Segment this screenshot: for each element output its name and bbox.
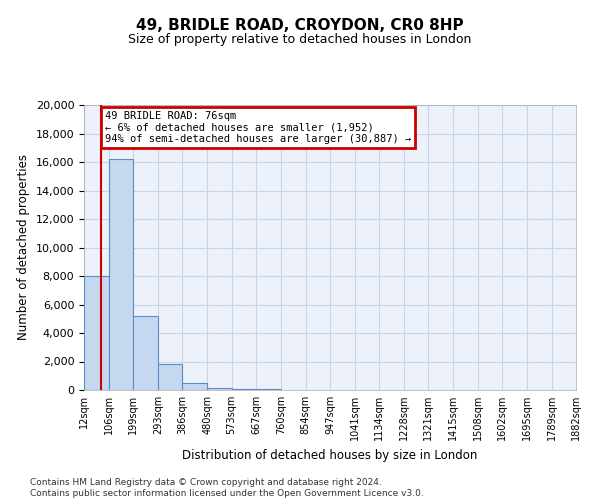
Text: 49 BRIDLE ROAD: 76sqm
← 6% of detached houses are smaller (1,952)
94% of semi-de: 49 BRIDLE ROAD: 76sqm ← 6% of detached h…: [105, 110, 411, 144]
Bar: [109, 159, 133, 390]
Text: Contains HM Land Registry data © Crown copyright and database right 2024.
Contai: Contains HM Land Registry data © Crown c…: [30, 478, 424, 498]
Bar: [207, 388, 232, 390]
Y-axis label: Number of detached properties: Number of detached properties: [17, 154, 30, 340]
Bar: [84, 276, 109, 390]
Bar: [256, 389, 281, 390]
Bar: [133, 316, 158, 390]
X-axis label: Distribution of detached houses by size in London: Distribution of detached houses by size …: [182, 448, 478, 462]
Bar: [232, 388, 256, 390]
Text: Size of property relative to detached houses in London: Size of property relative to detached ho…: [128, 32, 472, 46]
Bar: [158, 364, 182, 390]
Bar: [182, 383, 207, 390]
Text: 49, BRIDLE ROAD, CROYDON, CR0 8HP: 49, BRIDLE ROAD, CROYDON, CR0 8HP: [136, 18, 464, 32]
